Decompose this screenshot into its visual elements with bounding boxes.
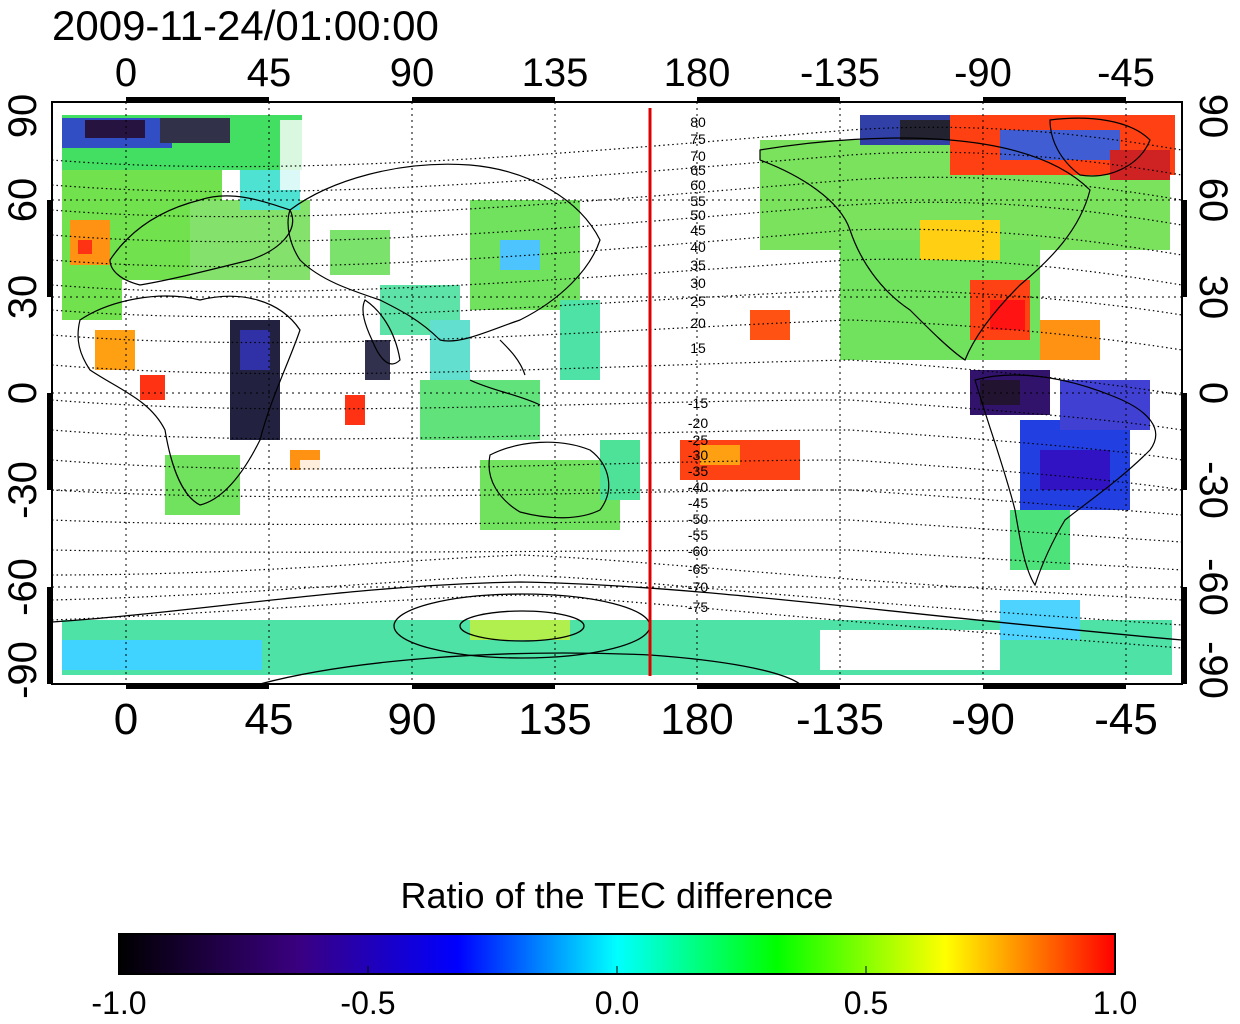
bottom-longitude-labels: 0 45 90 135 180 -135 -90 -45 xyxy=(114,695,1158,744)
contour-label: 45 xyxy=(690,222,706,238)
map-frame xyxy=(47,97,1187,689)
contour-label: 30 xyxy=(690,275,706,291)
contour-label: 40 xyxy=(690,239,706,255)
contour-label: -60 xyxy=(688,543,708,559)
bottom-lon-tick: 0 xyxy=(114,695,138,744)
bottom-lon-tick: 135 xyxy=(518,695,591,744)
left-lat-tick: -30 xyxy=(1,461,45,519)
right-lat-tick: -60 xyxy=(1191,558,1235,616)
right-lat-tick: 0 xyxy=(1191,382,1235,404)
contour-label: 75 xyxy=(690,131,706,147)
bottom-lon-tick: -45 xyxy=(1094,695,1158,744)
colorbar-tick: 0.0 xyxy=(595,985,639,1021)
contour-label: 80 xyxy=(690,114,706,130)
top-lon-tick: -135 xyxy=(800,51,880,95)
colorbar-tick-labels: -1.0 -0.5 0.0 0.5 1.0 xyxy=(91,985,1137,1021)
right-lat-tick: -30 xyxy=(1191,461,1235,519)
colorbar-tick: -0.5 xyxy=(340,985,395,1021)
contour-label: -15 xyxy=(688,395,708,411)
contour-label: -50 xyxy=(688,511,708,527)
bottom-lon-tick: -90 xyxy=(951,695,1015,744)
left-lat-tick: 0 xyxy=(1,382,45,404)
bottom-lon-tick: 180 xyxy=(660,695,733,744)
contour-label: -45 xyxy=(688,495,708,511)
colorbar-title: Ratio of the TEC difference xyxy=(401,875,834,916)
left-lat-tick: -90 xyxy=(1,641,45,699)
left-latitude-labels: 90 60 30 0 -30 -60 -90 xyxy=(1,94,45,699)
contour-label: 20 xyxy=(690,315,706,331)
left-lat-tick: 60 xyxy=(1,178,45,223)
left-lat-tick: 90 xyxy=(1,94,45,139)
coastlines xyxy=(77,117,1157,587)
top-lon-tick: -90 xyxy=(954,51,1012,95)
top-lon-tick: 90 xyxy=(390,51,435,95)
colorbar-tick: -1.0 xyxy=(91,985,146,1021)
bottom-lon-tick: -135 xyxy=(796,695,884,744)
bottom-lon-tick: 45 xyxy=(245,695,294,744)
contour-label: 15 xyxy=(690,340,706,356)
contour-labels-north: 80 75 70 65 60 55 50 45 40 35 30 25 20 1… xyxy=(690,114,706,356)
contour-label: -30 xyxy=(688,447,708,463)
magnetic-contours xyxy=(52,126,1182,649)
contour-label: -75 xyxy=(688,599,708,615)
contour-label: -55 xyxy=(688,527,708,543)
contour-label: 65 xyxy=(690,162,706,178)
right-latitude-labels: 90 60 30 0 -30 -60 -90 xyxy=(1191,94,1235,699)
left-lat-tick: 30 xyxy=(1,275,45,320)
contour-label: -25 xyxy=(688,432,708,448)
map-gridlines xyxy=(52,102,1182,684)
contour-labels-south: -15 -20 -25 -30 -35 -40 -45 -50 -55 -60 … xyxy=(688,395,708,615)
contour-label: 25 xyxy=(690,293,706,309)
contour-label: 70 xyxy=(690,148,706,164)
contour-label: 60 xyxy=(690,177,706,193)
top-lon-tick: 45 xyxy=(247,51,292,95)
left-lat-tick: -60 xyxy=(1,558,45,616)
contour-label: 55 xyxy=(690,193,706,209)
top-lon-tick: 0 xyxy=(115,51,137,95)
colorbar-tick: 1.0 xyxy=(1093,985,1137,1021)
border-segments xyxy=(47,97,1187,689)
top-lon-tick: -45 xyxy=(1097,51,1155,95)
contour-label: 35 xyxy=(690,257,706,273)
top-longitude-labels: 0 45 90 135 180 -135 -90 -45 xyxy=(115,51,1155,95)
right-lat-tick: 90 xyxy=(1191,94,1235,139)
colorbar: Ratio of the TEC difference -1.0 -0.5 0.… xyxy=(91,875,1137,1021)
top-lon-tick: 180 xyxy=(664,51,731,95)
map-title: 2009-11-24/01:00:00 xyxy=(52,2,439,49)
contour-label: -65 xyxy=(688,561,708,577)
bottom-lon-tick: 90 xyxy=(388,695,437,744)
colorbar-tick-marks xyxy=(367,966,867,974)
contour-label: -20 xyxy=(688,415,708,431)
contour-label: -35 xyxy=(688,463,708,479)
contour-label: -70 xyxy=(688,579,708,595)
right-lat-tick: 30 xyxy=(1191,275,1235,320)
top-lon-tick: 135 xyxy=(522,51,589,95)
right-lat-tick: -90 xyxy=(1191,641,1235,699)
contour-label: 50 xyxy=(690,207,706,223)
colorbar-gradient xyxy=(118,933,1116,975)
right-lat-tick: 60 xyxy=(1191,178,1235,223)
colorbar-tick: 0.5 xyxy=(844,985,888,1021)
contour-label: -40 xyxy=(688,479,708,495)
